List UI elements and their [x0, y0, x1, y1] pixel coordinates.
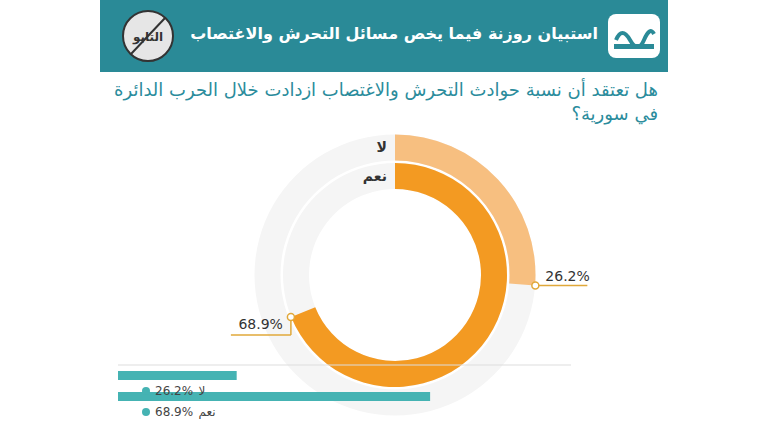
svg-text:لا: لا	[377, 139, 387, 155]
html-text:استبيان روزنة فيما يخص مسائل ا: استبيان روزنة فيما يخص مسائل التحرش والا…	[190, 24, 598, 43]
html-text:هل تعتقد أن نسبة حوادث التحرش: هل تعتقد أن نسبة حوادث التحرش والاغتصاب …	[114, 79, 658, 124]
svg-text:نعم: نعم	[363, 168, 387, 184]
svg-text:نعم: نعم	[199, 405, 216, 419]
svg-text:لا: لا	[199, 384, 206, 398]
svg-text:التابو: التابو	[133, 30, 163, 44]
svg-text:68.9%: 68.9%	[155, 405, 193, 419]
svg-text:68.9%: 68.9%	[238, 316, 282, 332]
svg-text:26.2%: 26.2%	[155, 384, 193, 398]
svg-text:26.2%: 26.2%	[545, 268, 589, 284]
